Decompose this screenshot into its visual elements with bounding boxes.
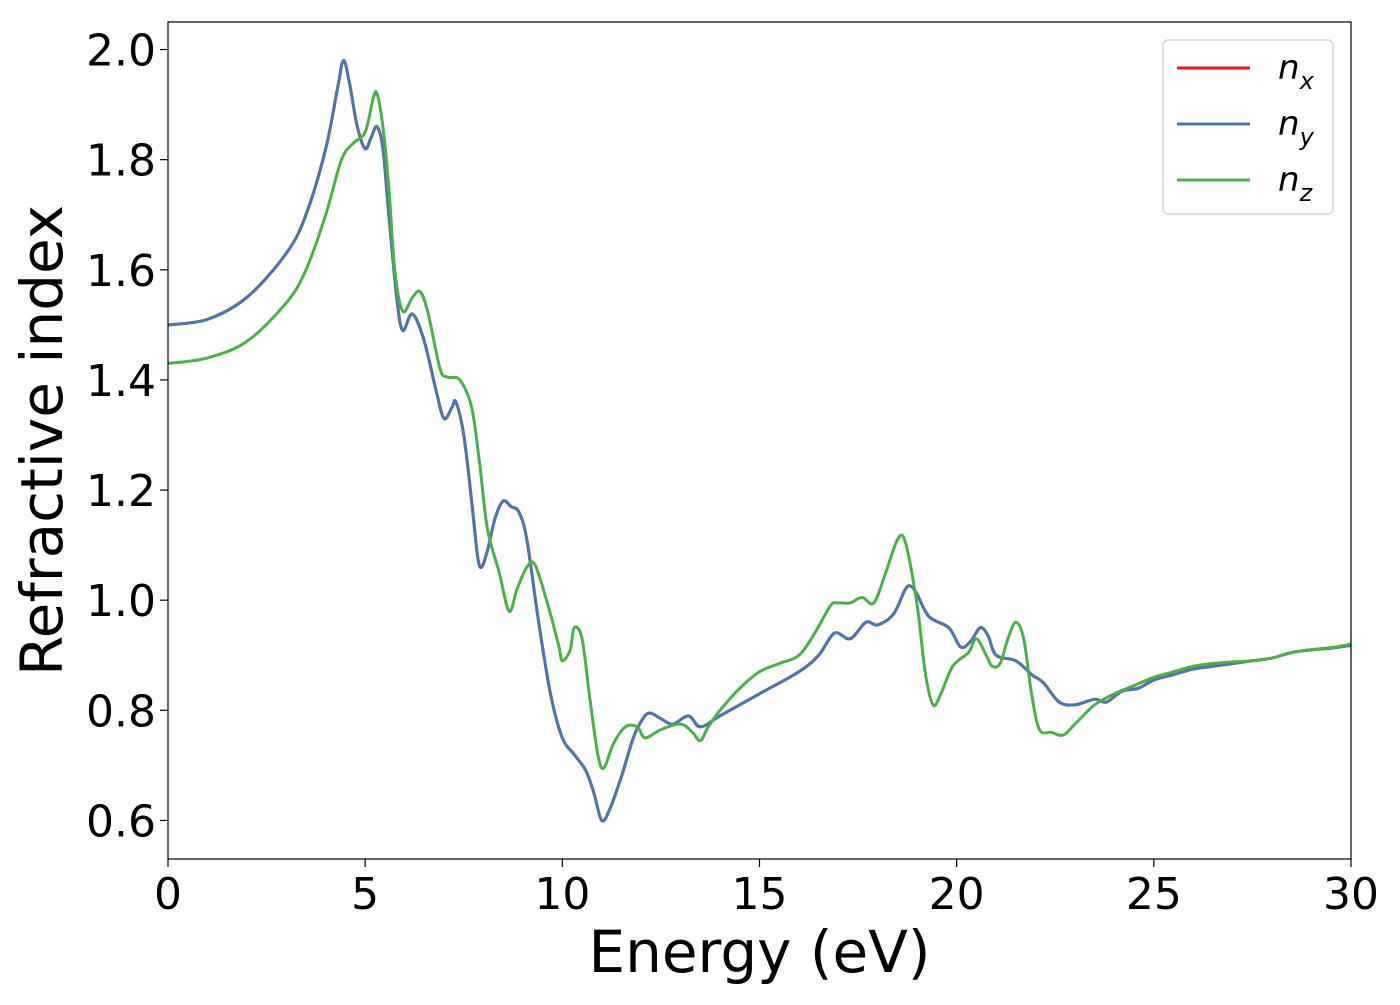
legend-label-nx: nx	[1278, 48, 1315, 95]
legend-box	[1162, 39, 1334, 215]
y-tick-label: 1.6	[86, 246, 156, 297]
y-tick-label: 1.8	[86, 136, 156, 187]
y-tick-label: 0.6	[86, 796, 156, 847]
x-tick-label: 20	[929, 869, 985, 920]
x-tick-label: 15	[732, 869, 788, 920]
legend: nx ny nz	[1162, 39, 1334, 215]
y-axis-title: Refractive index	[8, 205, 76, 676]
series-line-nz	[168, 90, 1351, 771]
x-tick-label: 25	[1126, 869, 1182, 920]
y-tick-label: 1.4	[86, 356, 156, 407]
x-tick-label: 5	[351, 869, 379, 920]
x-axis-title: Energy (eV)	[588, 918, 930, 986]
legend-label-nz: nz	[1278, 160, 1314, 207]
legend-label-ny: ny	[1278, 104, 1315, 151]
x-tick-label: 0	[154, 869, 182, 920]
x-tick-label: 30	[1323, 869, 1379, 920]
y-tick-label: 2.0	[86, 26, 156, 77]
x-tick-label: 10	[534, 869, 590, 920]
y-tick-label: 0.8	[86, 686, 156, 737]
tick-layer: 0 5 10 15 20 25 30 0.6 0.8 1.0 1.2 1.4 1.6 1.8 2.0	[86, 26, 1379, 920]
series-layer	[168, 59, 1351, 823]
y-tick-label: 1.2	[86, 466, 156, 517]
y-tick-label: 1.0	[86, 576, 156, 627]
